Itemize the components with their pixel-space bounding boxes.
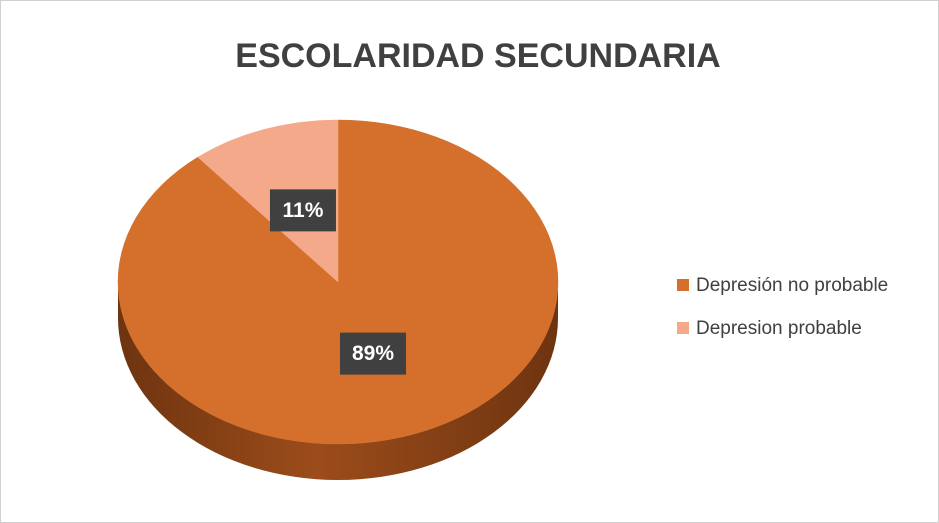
data-label-box — [340, 332, 407, 375]
pie-side — [118, 282, 558, 480]
chart-title: ESCOLARIDAD SECUNDARIA — [235, 37, 720, 75]
legend-label: Depresion probable — [696, 318, 862, 339]
legend-label: Depresión no probable — [696, 275, 888, 296]
legend-swatch — [677, 279, 689, 291]
legend-swatch — [677, 322, 689, 334]
pie-slice — [197, 119, 339, 283]
data-label: 11% — [283, 199, 324, 222]
data-label-box — [269, 189, 336, 232]
data-label: 89% — [352, 342, 394, 365]
